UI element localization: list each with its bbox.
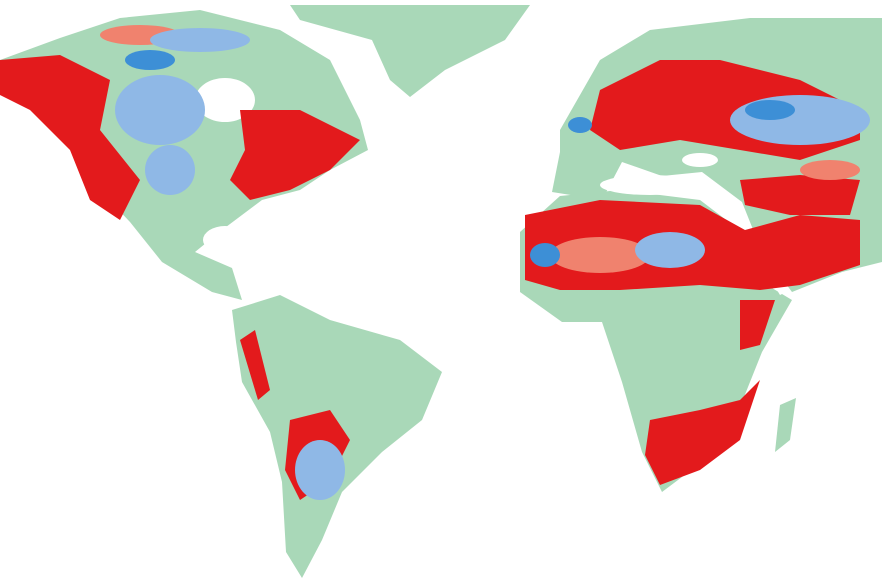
greenland <box>290 5 530 97</box>
region-canada-blue <box>115 75 205 145</box>
low-class-regions <box>125 50 795 267</box>
hudson-bay <box>195 78 255 122</box>
region-north-america-west <box>0 55 140 220</box>
region-east-africa <box>740 300 775 350</box>
region-arctic-islands-blue <box>150 28 250 52</box>
madagascar <box>775 398 796 452</box>
region-sahara-darkblue <box>530 243 560 267</box>
region-great-plains-blue <box>145 145 195 195</box>
region-southern-africa <box>645 380 760 485</box>
region-patagonia-blue <box>295 440 345 500</box>
region-north-america-east <box>230 110 360 200</box>
black-sea <box>682 153 718 167</box>
mediterranean-sea <box>600 175 700 195</box>
region-canada-darkblue <box>125 50 175 70</box>
region-andes <box>240 330 270 400</box>
region-asia-salmon <box>800 160 860 180</box>
region-europe-darkblue <box>568 117 592 133</box>
region-asia-darkblue <box>745 100 795 120</box>
region-siberia-blue <box>730 95 870 145</box>
region-middle-east <box>740 175 860 215</box>
region-sahara-blue <box>635 232 705 268</box>
gulf-of-mexico <box>203 226 247 254</box>
region-sahara-salmon <box>550 237 650 273</box>
